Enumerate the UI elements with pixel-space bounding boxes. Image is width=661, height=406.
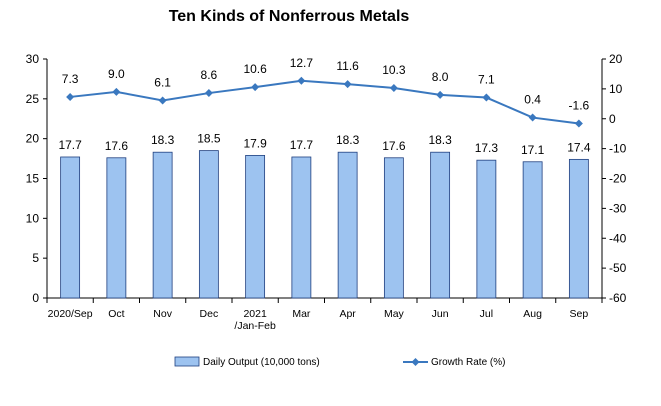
line-point xyxy=(436,90,445,99)
bar-data-label: 17.9 xyxy=(243,136,267,150)
line-point xyxy=(204,89,213,98)
bar xyxy=(245,154,266,299)
bar-data-label: 18.3 xyxy=(151,133,175,147)
bar-data-label: 17.6 xyxy=(105,139,129,153)
line-point xyxy=(343,80,352,89)
chart-title: Ten Kinds of Nonferrous Metals xyxy=(169,8,410,25)
growth-line xyxy=(70,79,580,125)
legend-swatch-bar xyxy=(174,356,200,367)
y-left-tick-label: 15 xyxy=(26,172,40,186)
legend-label-line: Growth Rate (%) xyxy=(431,357,505,368)
line-data-label: 10.3 xyxy=(382,63,406,77)
y-left-tick-label: 5 xyxy=(32,251,39,265)
line-point xyxy=(158,96,167,105)
y-left-tick-label: 10 xyxy=(26,211,40,225)
x-tick-label: Dec xyxy=(200,308,219,320)
y-right-tick-label: 0 xyxy=(609,112,616,126)
y-right-tick-label: -50 xyxy=(609,261,627,275)
x-tick-label: Oct xyxy=(108,308,124,320)
line-data-label: 7.1 xyxy=(478,73,495,87)
bar xyxy=(522,161,543,299)
line-data-label: 10.6 xyxy=(243,62,267,76)
y-right-tick-label: 10 xyxy=(609,82,623,96)
x-tick-label: Mar xyxy=(292,308,311,320)
y-left-tick-label: 20 xyxy=(26,132,40,146)
bar-data-label: 17.3 xyxy=(475,141,499,155)
bar-data-label: 17.7 xyxy=(290,138,314,152)
bar xyxy=(198,150,219,299)
x-tick-label: Jul xyxy=(480,308,493,320)
bar xyxy=(291,156,312,299)
x-tick-label: 2021/Jan-Feb xyxy=(234,308,276,332)
bar xyxy=(476,159,497,299)
line-data-label: 9.0 xyxy=(108,67,125,81)
y-right-tick-label: -30 xyxy=(609,201,627,215)
line-data-label: 8.0 xyxy=(432,70,449,84)
bar-data-label: 17.1 xyxy=(521,143,545,157)
bar xyxy=(106,157,127,299)
legend: Daily Output (10,000 tons) Growth Rate (%… xyxy=(174,356,505,368)
x-tick-label: May xyxy=(384,308,405,320)
line-data-label: 6.1 xyxy=(154,76,171,90)
bar-data-label: 18.5 xyxy=(197,132,221,146)
x-tick-label: Sep xyxy=(570,308,589,320)
bar xyxy=(430,151,451,299)
y-left-tick-label: 30 xyxy=(26,52,40,66)
line-point xyxy=(112,87,121,96)
y-right-tick-label: -10 xyxy=(609,142,627,156)
y-right-tick-label: -20 xyxy=(609,172,627,186)
x-tick-label: Apr xyxy=(339,308,356,320)
line-point xyxy=(251,83,260,92)
line-data-label: 12.7 xyxy=(290,56,314,70)
bar xyxy=(383,157,404,299)
y-right-tick-label: -60 xyxy=(609,291,627,305)
bar xyxy=(568,158,589,299)
bar-data-label: 17.4 xyxy=(567,140,591,154)
bar xyxy=(337,151,358,299)
bar xyxy=(152,151,173,299)
line-point xyxy=(528,113,537,122)
x-tick-label: Nov xyxy=(153,308,172,320)
line-point xyxy=(482,93,491,102)
line-data-label: 8.6 xyxy=(201,68,218,82)
y-right-tick-label: 20 xyxy=(609,52,623,66)
x-tick-label: 2020/Sep xyxy=(48,308,93,320)
legend-swatch-marker xyxy=(411,358,420,366)
x-tick-label: Jun xyxy=(432,308,449,320)
line-data-label: 0.4 xyxy=(524,93,541,107)
bar xyxy=(60,156,81,299)
y-left-tick-label: 0 xyxy=(32,291,39,305)
bar-data-label: 17.7 xyxy=(58,138,82,152)
bar-data-label: 18.3 xyxy=(336,133,360,147)
line-point xyxy=(66,92,75,101)
line-point xyxy=(297,76,306,85)
plot-area: 0 5 10 15 20 25 30 -60 -50 -40 -30 -20 -10 0 10 20 17.7 2… xyxy=(26,52,627,332)
line-data-label: -1.6 xyxy=(569,99,590,113)
line-data-label: 11.6 xyxy=(336,59,359,73)
line-point xyxy=(389,83,398,92)
y-left-tick-label: 25 xyxy=(26,92,40,106)
line-data-label: 7.3 xyxy=(62,72,79,86)
bar-data-label: 17.6 xyxy=(382,139,406,153)
line-point xyxy=(574,119,583,128)
x-tick-label: Aug xyxy=(523,308,542,320)
bar-data-label: 18.3 xyxy=(428,133,452,147)
legend-label-bar: Daily Output (10,000 tons) xyxy=(203,357,320,368)
y-right-tick-label: -40 xyxy=(609,231,627,245)
